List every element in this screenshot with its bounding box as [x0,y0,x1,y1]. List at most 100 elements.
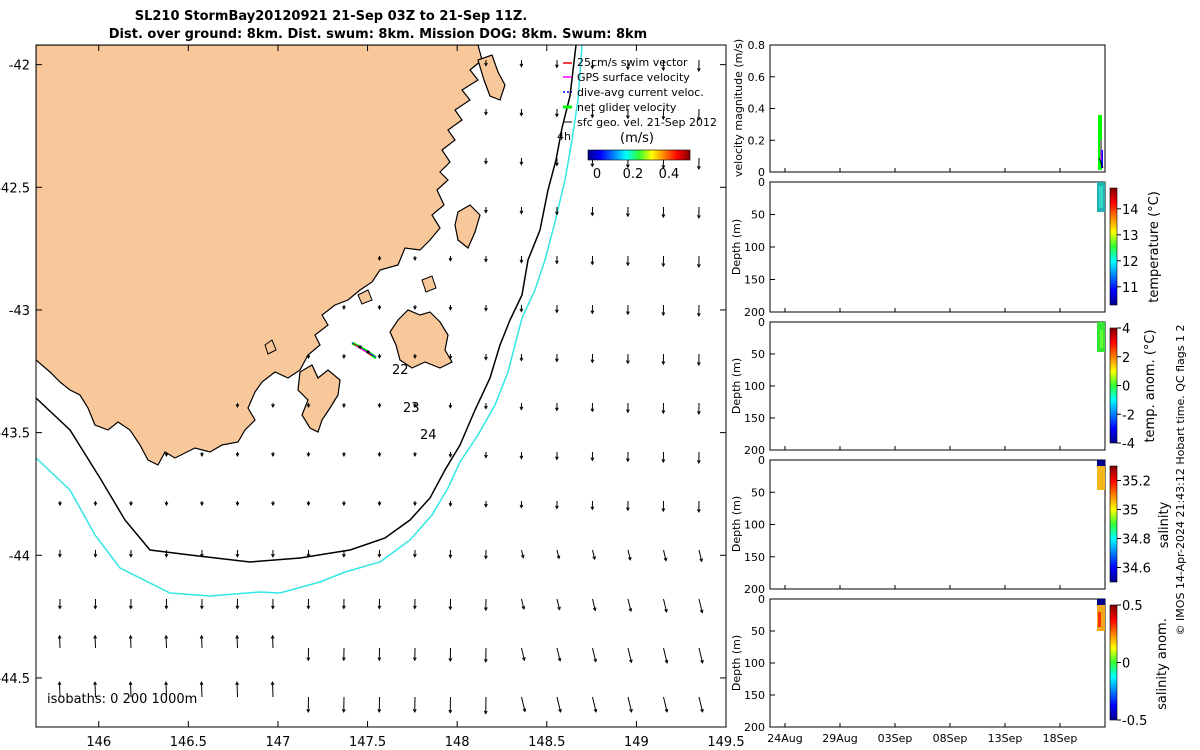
current-vector [556,696,562,712]
depth-ytick-label: 100 [744,657,765,670]
depth-ytick-label: 100 [744,519,765,532]
depth-ytick-label: 50 [751,486,765,499]
small-island [357,289,373,305]
depth-ytick-label: 0 [758,593,765,606]
legend-dive-avg: dive-avg current veloc. [577,86,704,99]
depth-ytick-label: 150 [744,274,765,287]
depth-ylabel-tanom: Depth (m) [730,358,743,414]
map-frame [35,44,727,728]
current-vector [521,696,526,712]
temperature-tick-label: 14 [1122,203,1139,218]
speed-colorbar-label: (m/s) [620,131,654,146]
velocity-ytick-label: 0.8 [748,39,766,52]
current-vector [698,549,703,562]
depth-ytick-label: 150 [744,689,765,702]
current-vector [556,598,561,610]
depth-ytick-label: 150 [744,412,765,425]
current-vector [592,647,597,662]
date-tick-label: 13Sep [988,732,1023,745]
current-vector [165,682,167,698]
glider-track [351,341,377,360]
temp-anom-colorbar [1109,327,1118,444]
map-xtick-label: 146 [86,735,111,750]
depth-ytick-label: 0 [758,316,765,329]
depth-ytick-label: 100 [744,380,765,393]
chart-title-line2: Dist. over ground: 8km. Dist. swum: 8km.… [109,27,647,42]
temperature-tick-label: 12 [1122,255,1139,270]
date-tick-label: 24Aug [767,732,802,745]
current-vector [200,682,203,698]
temp-anom-tick-label: 4 [1122,322,1130,337]
map-panel: 22 23 24 isobaths: 0 200 1000m [36,45,726,727]
date-tick-label: 18Sep [1043,732,1078,745]
freycinet [477,54,506,101]
current-vector [129,682,132,698]
current-vector [521,598,525,610]
speed-tick-0: 0 [593,167,601,182]
current-vector [698,647,704,663]
depth-ytick-label: 200 [744,721,765,734]
small-island [264,339,277,355]
current-vector [271,682,274,698]
salinity-tick-label: 34.6 [1122,562,1151,577]
salinity-anom-tick-label: 0 [1122,657,1130,672]
current-vectors [57,59,704,715]
temperature-label: temperature (°C) [1147,191,1162,303]
salinity-tick-label: 35 [1122,504,1139,519]
speed-tick-1: 0.2 [623,167,644,182]
current-vector [663,696,668,712]
current-vector [556,549,560,559]
temperature-tick-label: 11 [1122,281,1139,296]
current-vector [94,682,96,698]
map-xtick-label: 148.5 [528,735,565,750]
panel-axes: 00.20.40.60.8050100150200050100150200050… [744,39,1151,745]
legend-gps-velocity: GPS surface velocity [577,71,690,84]
map-ytick-label: -44.5 [0,672,30,687]
current-vector [627,647,632,663]
salinity-profile [1097,466,1105,490]
temp-anom-tick-label: -4 [1122,437,1135,452]
map-xtick-label: 146.5 [170,735,207,750]
current-vector [698,598,703,613]
map-ytick-label: -43 [9,304,30,319]
velocity-data [1098,115,1104,170]
legend-swim-vector: 25cm/s swim vector [577,56,688,69]
depth-ylabel-sanom: Depth (m) [730,635,743,691]
depth-ytick-label: 200 [744,583,765,596]
depth-ylabel-temp: Depth (m) [730,219,743,275]
legend-net-glider: net glider velocity [577,101,677,114]
salinity-anom-label: salinity anom. [1155,618,1170,710]
salinity-anom-panel [769,598,1106,728]
salinity-anom-tick-label: -0.5 [1122,714,1147,729]
salinity-anom-colorbar [1109,604,1118,721]
salinity-tick-label: 34.8 [1122,533,1151,548]
current-vector [521,549,524,558]
current-vector [627,696,633,712]
date-tick-label: 08Sep [933,732,968,745]
map-xtick-label: 149 [624,735,649,750]
map-xtick-label: 147.5 [349,735,386,750]
salinity-profile-top [1097,460,1105,466]
temp-anom-label: temp. anom. (°C) [1143,329,1158,442]
temp-anom-tick-label: 0 [1122,380,1130,395]
velocity-ylabel: velocity magnitude (m/s) [732,39,745,177]
temperature-tick-label: 13 [1122,229,1139,244]
day-label-22: 22 [392,363,409,378]
current-vector [627,598,632,612]
current-vector [592,598,596,611]
map-xtick-label: 147 [266,735,291,750]
salinity-anom-profile-top [1097,599,1105,605]
map-ytick-label: -44 [9,549,30,564]
day-label-24: 24 [420,428,437,443]
current-vector [521,647,525,661]
temperature-panel [769,181,1106,313]
velocity-ytick-label: 0.6 [748,71,766,84]
legend-sfc-geo: sfc geo. vel. 21-Sep 2012 [577,116,717,129]
map-ytick-label: -43.5 [0,427,30,442]
bruny-island [297,364,341,433]
depth-ylabel-sal: Depth (m) [730,496,743,552]
speed-tick-2: 0.4 [659,167,680,182]
maria-island [454,204,481,249]
hour-label: 4h [557,130,571,143]
tasmania-land [36,45,483,466]
